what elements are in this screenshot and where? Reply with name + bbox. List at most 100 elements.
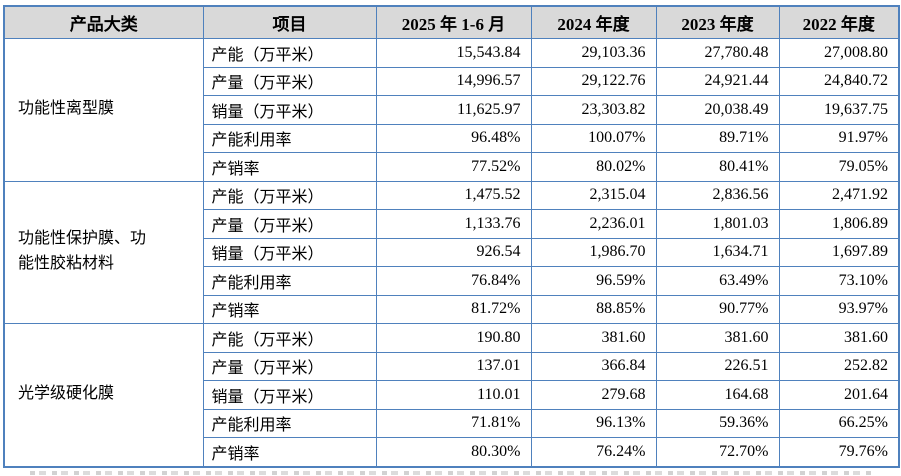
value-cell: 96.13%	[530, 408, 657, 438]
column-header-2022: 2022 年度	[778, 5, 900, 39]
value-cell: 381.60	[530, 323, 657, 353]
value-cell: 15,543.84	[375, 38, 532, 68]
value-cell: 72.70%	[655, 437, 780, 467]
item-label-cell: 产能（万平米）	[202, 323, 377, 353]
value-cell: 73.10%	[778, 266, 900, 296]
value-cell: 66.25%	[778, 408, 900, 438]
value-cell: 88.85%	[530, 294, 657, 324]
header-row: 产品大类 项目 2025 年 1-6 月 2024 年度 2023 年度 202…	[3, 5, 900, 39]
table-row: 产能利用率 96.48% 100.07% 89.71% 91.97%	[4, 123, 900, 153]
value-cell: 23,303.82	[530, 95, 657, 125]
value-cell: 381.60	[778, 323, 900, 353]
value-cell: 80.30%	[375, 437, 532, 467]
table-row: 产能利用率 71.81% 96.13% 59.36% 66.25%	[4, 408, 900, 438]
value-cell: 71.81%	[375, 408, 532, 438]
value-cell: 2,471.92	[778, 180, 900, 210]
value-cell: 1,806.89	[778, 209, 900, 239]
value-cell: 96.48%	[375, 123, 532, 153]
value-cell: 1,634.71	[655, 237, 780, 267]
value-cell: 91.97%	[778, 123, 900, 153]
value-cell: 19,637.75	[778, 95, 900, 125]
column-header-category: 产品大类	[3, 5, 204, 39]
table-header: 产品大类 项目 2025 年 1-6 月 2024 年度 2023 年度 202…	[3, 5, 900, 39]
table-row: 功能性保护膜、功能性胶粘材料 产能（万平米） 1,475.52 2,315.04 2,8…	[3, 180, 900, 324]
item-label-cell: 产销率	[202, 152, 377, 182]
table-row: 功能性离型膜 产能（万平米） 15,543.84 29,103.36 27,780.48…	[3, 38, 900, 182]
table-row: 光学级硬化膜 产能（万平米） 190.80 381.60 381.60 381.60	[3, 323, 900, 467]
item-label-cell: 产能利用率	[202, 123, 377, 153]
value-cell: 29,103.36	[530, 38, 657, 68]
value-cell: 76.24%	[530, 437, 657, 467]
value-cell: 100.07%	[530, 123, 657, 153]
value-cell: 81.72%	[375, 294, 532, 324]
value-cell: 926.54	[375, 237, 532, 267]
value-cell: 1,133.76	[375, 209, 532, 239]
table-row: 产销率 77.52% 80.02% 80.41% 79.05%	[4, 152, 900, 182]
value-cell: 381.60	[655, 323, 780, 353]
value-cell: 27,780.48	[655, 38, 780, 68]
production-capacity-table: 产品大类 项目 2025 年 1-6 月 2024 年度 2023 年度 202…	[3, 5, 900, 468]
value-cell: 79.05%	[778, 152, 900, 182]
column-header-2025h1: 2025 年 1-6 月	[375, 5, 532, 39]
table-row: 产销率 80.30% 76.24% 72.70% 79.76%	[4, 437, 900, 467]
item-label-cell: 产能利用率	[202, 266, 377, 296]
table-row: 产量（万平米） 14,996.57 29,122.76 24,921.44 24,840…	[4, 66, 900, 96]
table-row: 销量（万平米） 11,625.97 23,303.82 20,038.49 19,637…	[4, 95, 900, 125]
value-cell: 96.59%	[530, 266, 657, 296]
value-cell: 252.82	[778, 351, 900, 381]
item-label-cell: 产销率	[202, 437, 377, 467]
item-label-cell: 产量（万平米）	[202, 66, 377, 96]
table-row: 销量（万平米） 926.54 1,986.70 1,634.71 1,697.89	[4, 237, 900, 267]
value-cell: 14,996.57	[375, 66, 532, 96]
value-cell: 1,475.52	[375, 180, 532, 210]
item-label-cell: 产量（万平米）	[202, 209, 377, 239]
table-row: 产量（万平米） 1,133.76 2,236.01 1,801.03 1,806.89	[4, 209, 900, 239]
value-cell: 1,986.70	[530, 237, 657, 267]
value-cell: 77.52%	[375, 152, 532, 182]
category-cell: 功能性离型膜	[3, 38, 204, 182]
item-label-cell: 销量（万平米）	[202, 380, 377, 410]
value-cell: 279.68	[530, 380, 657, 410]
item-label-cell: 产能利用率	[202, 408, 377, 438]
value-cell: 201.64	[778, 380, 900, 410]
value-cell: 2,236.01	[530, 209, 657, 239]
column-header-2023: 2023 年度	[655, 5, 780, 39]
value-cell: 89.71%	[655, 123, 780, 153]
value-cell: 11,625.97	[375, 95, 532, 125]
value-cell: 366.84	[530, 351, 657, 381]
value-cell: 24,921.44	[655, 66, 780, 96]
item-label-cell: 产能（万平米）	[202, 180, 377, 210]
value-cell: 164.68	[655, 380, 780, 410]
item-label-cell: 产能（万平米）	[202, 38, 377, 68]
clipped-next-line-text	[30, 471, 875, 475]
value-cell: 190.80	[375, 323, 532, 353]
value-cell: 2,836.56	[655, 180, 780, 210]
value-cell: 137.01	[375, 351, 532, 381]
table-body: 功能性离型膜 产能（万平米） 15,543.84 29,103.36 27,780.48…	[3, 38, 900, 467]
value-cell: 90.77%	[655, 294, 780, 324]
value-cell: 20,038.49	[655, 95, 780, 125]
value-cell: 29,122.76	[530, 66, 657, 96]
value-cell: 93.97%	[778, 294, 900, 324]
value-cell: 226.51	[655, 351, 780, 381]
value-cell: 59.36%	[655, 408, 780, 438]
value-cell: 79.76%	[778, 437, 900, 467]
value-cell: 2,315.04	[530, 180, 657, 210]
table-row: 销量（万平米） 110.01 279.68 164.68 201.64	[4, 380, 900, 410]
value-cell: 110.01	[375, 380, 532, 410]
production-capacity-table-wrap: 产品大类 项目 2025 年 1-6 月 2024 年度 2023 年度 202…	[3, 5, 900, 468]
category-cell: 光学级硬化膜	[3, 323, 204, 467]
value-cell: 63.49%	[655, 266, 780, 296]
value-cell: 76.84%	[375, 266, 532, 296]
table-row: 产量（万平米） 137.01 366.84 226.51 252.82	[4, 351, 900, 381]
column-header-item: 项目	[202, 5, 377, 39]
item-label-cell: 产销率	[202, 294, 377, 324]
item-label-cell: 销量（万平米）	[202, 95, 377, 125]
value-cell: 80.41%	[655, 152, 780, 182]
category-cell: 功能性保护膜、功能性胶粘材料	[3, 180, 204, 324]
value-cell: 80.02%	[530, 152, 657, 182]
value-cell: 1,801.03	[655, 209, 780, 239]
value-cell: 24,840.72	[778, 66, 900, 96]
item-label-cell: 产量（万平米）	[202, 351, 377, 381]
column-header-2024: 2024 年度	[530, 5, 657, 39]
